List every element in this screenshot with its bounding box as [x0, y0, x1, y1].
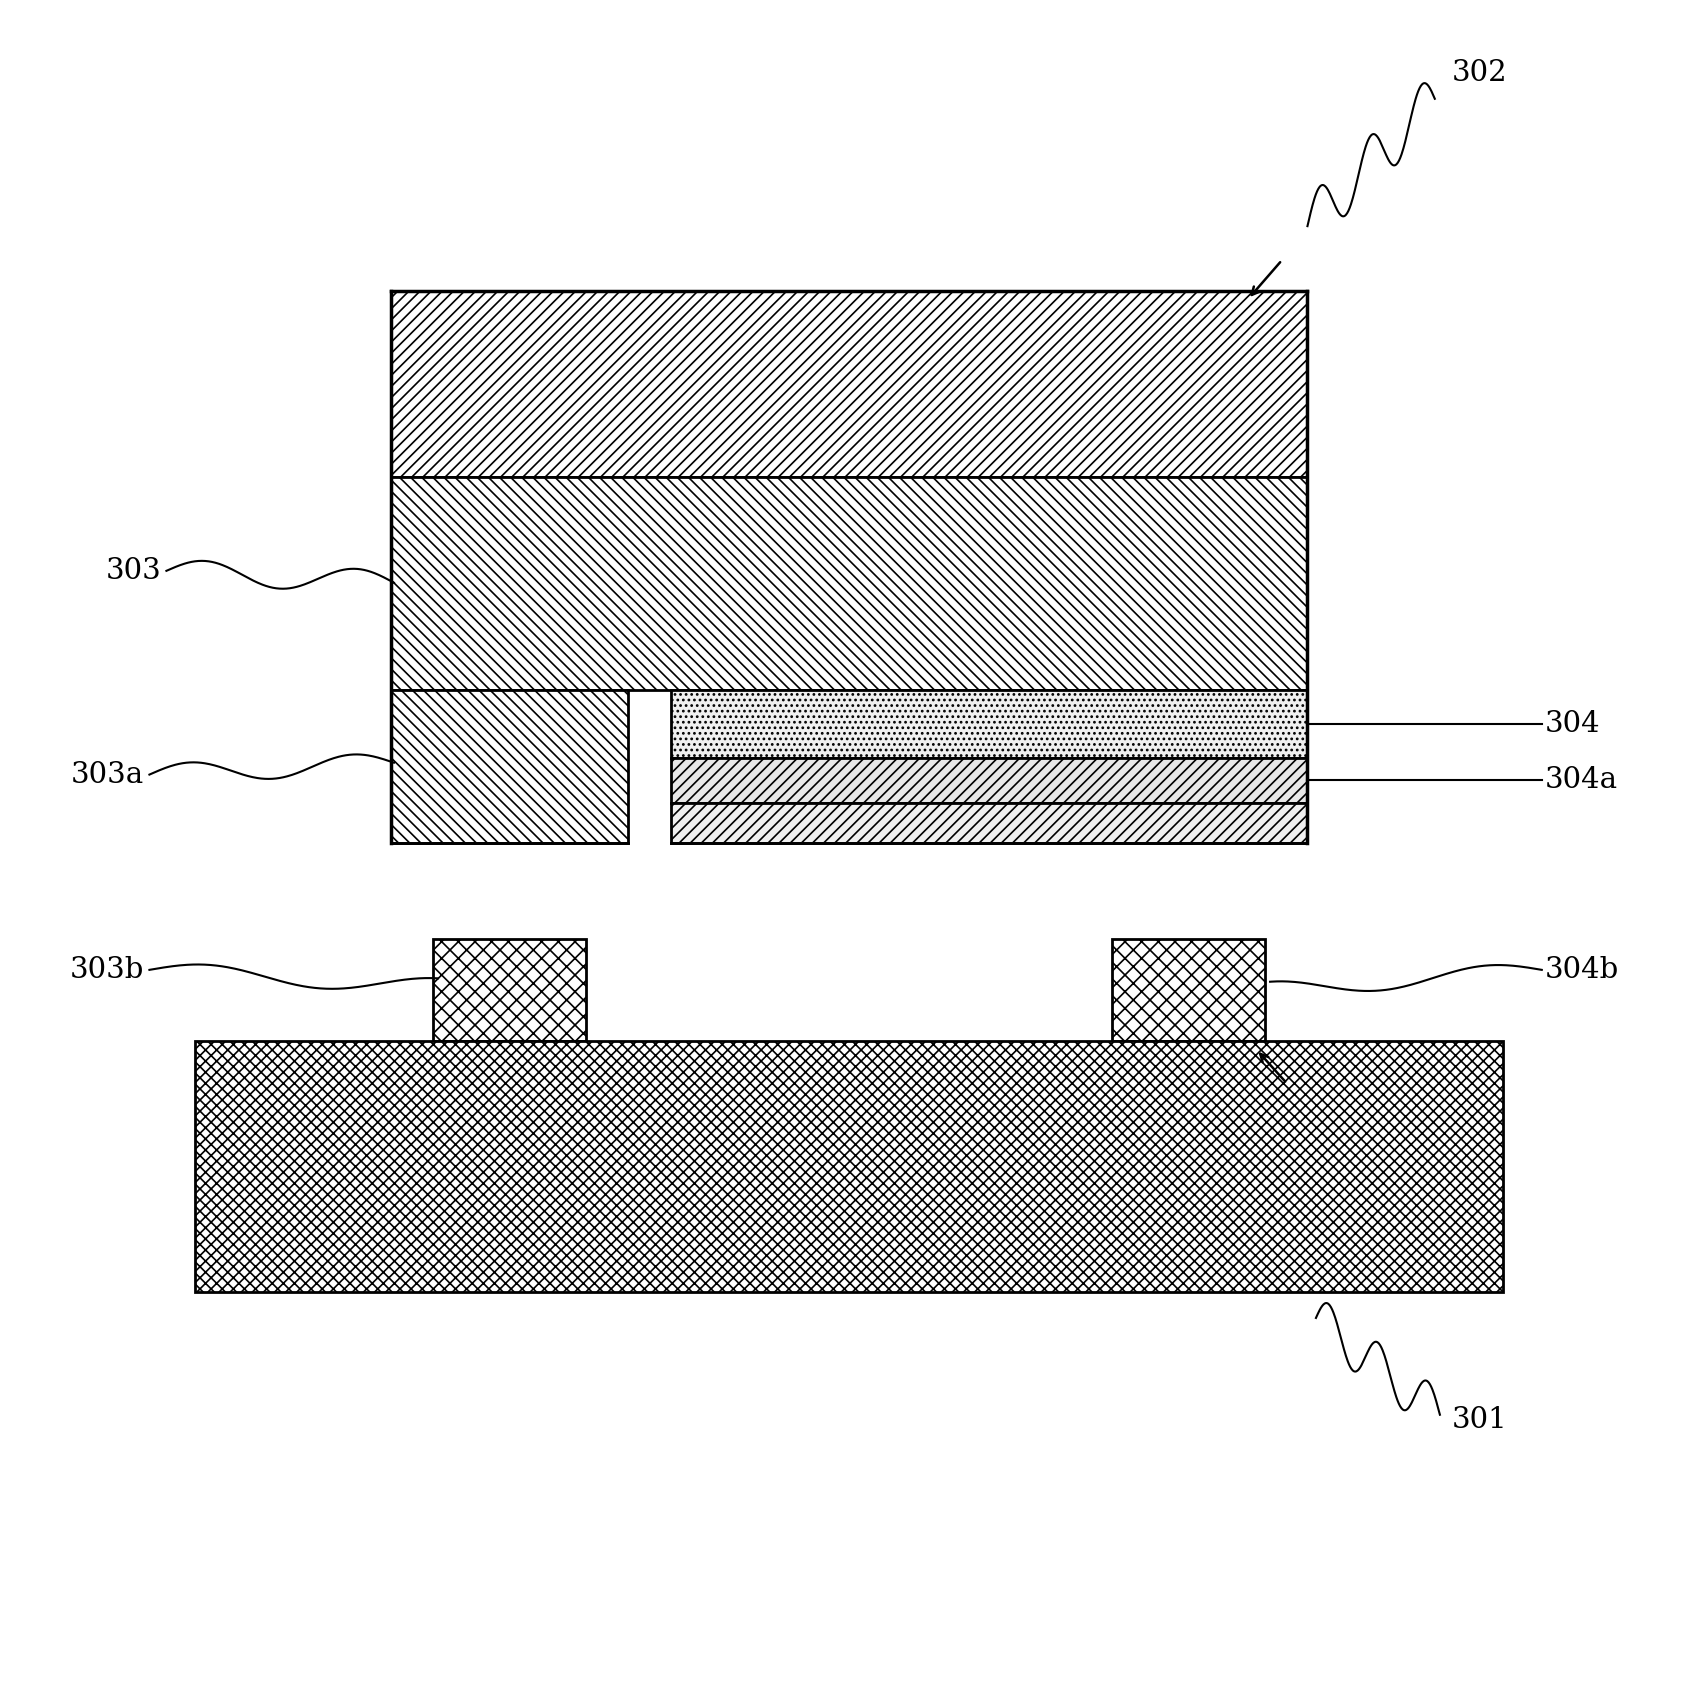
Bar: [391, 291, 1307, 478]
Bar: [195, 1042, 1503, 1292]
Text: 303: 303: [105, 557, 161, 585]
Text: 304a: 304a: [1545, 766, 1618, 793]
Text: 303b: 303b: [70, 957, 144, 984]
Text: 303a: 303a: [71, 761, 144, 788]
Bar: [391, 689, 628, 842]
Text: 301: 301: [1452, 1406, 1508, 1433]
Bar: [671, 689, 1307, 757]
Bar: [391, 478, 1307, 689]
Bar: [1112, 940, 1265, 1042]
Text: 304b: 304b: [1545, 957, 1620, 984]
Bar: [671, 803, 1307, 842]
Text: 302: 302: [1452, 60, 1508, 87]
Text: 304: 304: [1545, 710, 1601, 737]
Bar: [433, 940, 586, 1042]
Bar: [671, 757, 1307, 803]
